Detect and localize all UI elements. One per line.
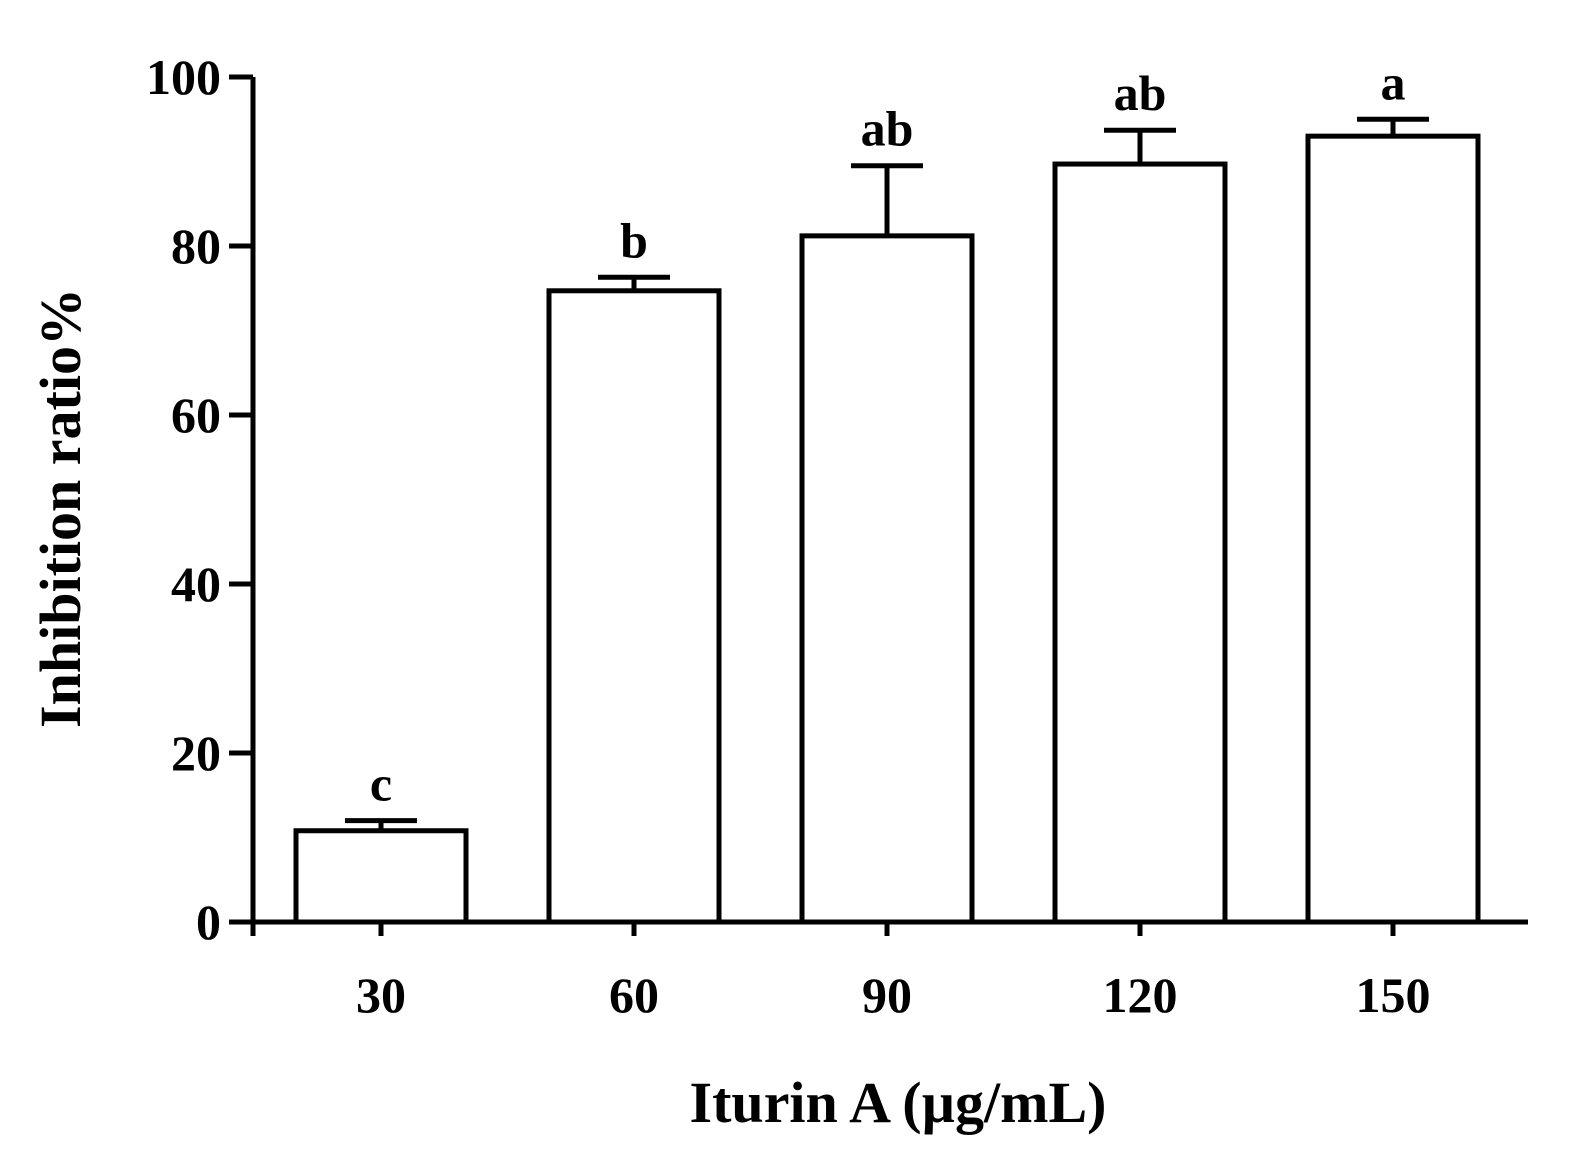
x-axis-title: Iturin A (µg/mL) [690,1070,1107,1135]
y-tick-label-100: 100 [146,49,221,105]
y-tick-label-0: 0 [196,894,221,950]
axes-layer: 30 60 90 120 150 0 20 40 60 80 100 [146,49,1528,1023]
bar-120 [1052,161,1228,925]
bar-30 [293,828,469,925]
x-tick-label-120: 120 [1103,967,1178,1023]
significance-label-120: ab [1114,65,1167,121]
bar-90 [799,233,975,925]
significance-label-90: ab [861,101,914,157]
y-tick-label-20: 20 [171,725,221,781]
y-tick-label-80: 80 [171,218,221,274]
bar-60 [546,288,722,925]
y-tick-label-60: 60 [171,387,221,443]
x-tick-label-150: 150 [1356,967,1431,1023]
x-tick-label-90: 90 [862,967,912,1023]
bars-layer: c b ab ab a [293,54,1481,925]
x-tick-label-60: 60 [609,967,659,1023]
significance-label-30: c [370,756,392,812]
y-axis-title: Inhibition ratio% [28,288,93,728]
bar-150 [1305,133,1481,925]
x-tick-label-30: 30 [356,967,406,1023]
significance-label-60: b [620,212,648,268]
y-tick-label-40: 40 [171,556,221,612]
significance-label-150: a [1381,54,1406,110]
